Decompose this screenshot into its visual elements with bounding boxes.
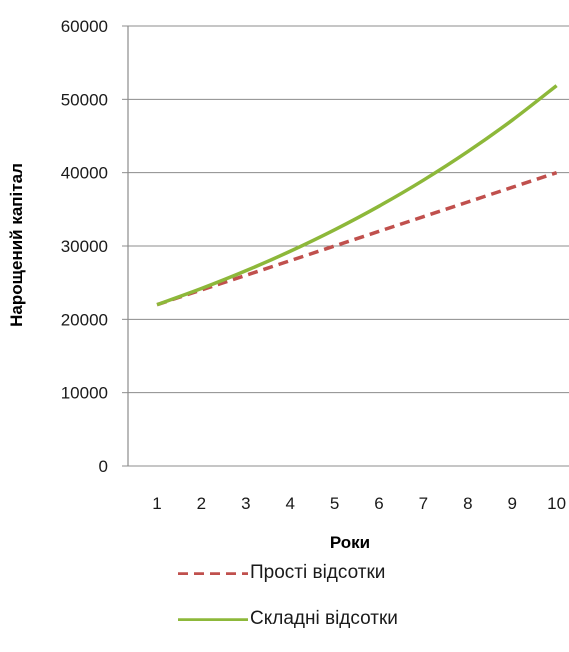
x-tick-label: 6 (374, 494, 383, 513)
x-tick-label: 3 (241, 494, 250, 513)
x-tick-label: 5 (330, 494, 339, 513)
y-axis-title: Нарощений капітал (7, 163, 26, 327)
y-tick-label: 40000 (61, 164, 108, 183)
x-tick-label: 10 (547, 494, 566, 513)
x-tick-label: 2 (197, 494, 206, 513)
x-tick-label: 8 (463, 494, 472, 513)
legend-label-simple: Прості відсотки (250, 562, 386, 583)
x-axis-title: Роки (330, 533, 370, 552)
x-tick-label: 9 (507, 494, 516, 513)
legend-swatch-solid (178, 618, 248, 621)
x-tick-label: 7 (419, 494, 428, 513)
x-tick-label: 4 (285, 494, 294, 513)
y-tick-label: 0 (99, 457, 108, 476)
x-tick-labels: 1 2 3 4 5 6 7 8 9 10 (152, 494, 566, 513)
series-line-compound (156, 84, 558, 307)
y-tick-label: 50000 (61, 90, 108, 109)
x-tick-label: 1 (152, 494, 161, 513)
y-tick-label: 10000 (61, 384, 108, 403)
chart: 0 10000 20000 30000 40000 50000 60000 1 2 3 4 5 6 7 8… (7, 17, 569, 552)
legend-label-compound: Складні відсотки (250, 608, 398, 629)
legend-item-compound: Складні відсотки (178, 606, 398, 632)
series-lines (156, 84, 558, 307)
gridlines (122, 25, 569, 467)
legend: Прості відсотки Складні відсотки (178, 560, 398, 652)
y-tick-labels: 0 10000 20000 30000 40000 50000 60000 (61, 17, 108, 476)
y-tick-label: 60000 (61, 17, 108, 36)
series-line-simple (156, 171, 558, 307)
legend-item-simple: Прості відсотки (178, 560, 398, 586)
y-tick-label: 30000 (61, 237, 108, 256)
y-tick-label: 20000 (61, 310, 108, 329)
legend-swatch-dashed (178, 572, 248, 575)
